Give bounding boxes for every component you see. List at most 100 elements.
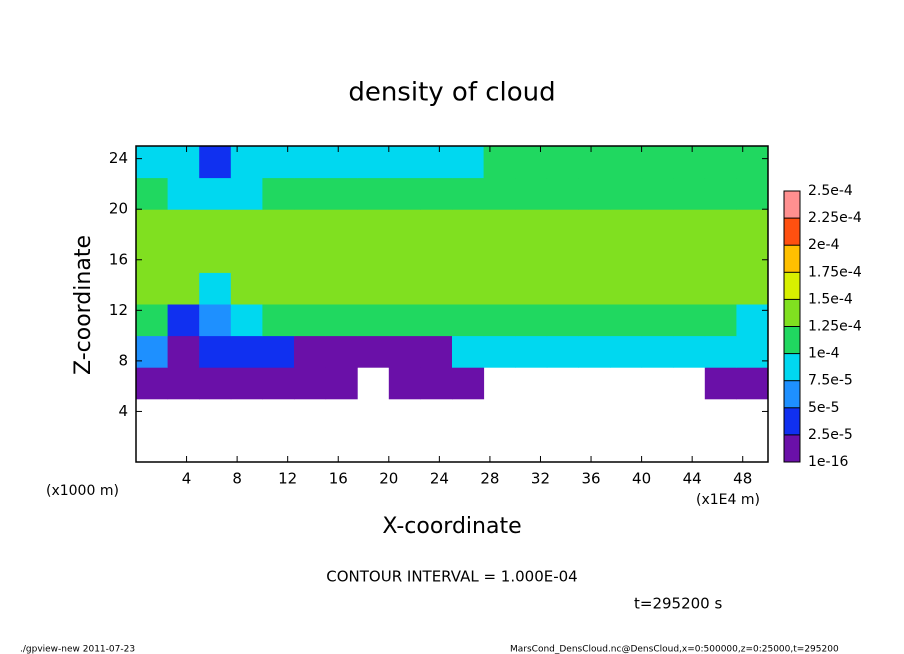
cell <box>610 209 643 242</box>
cell <box>325 177 358 210</box>
contour-note: CONTOUR INTERVAL = 1.000E-04 <box>326 568 577 586</box>
cell <box>325 367 358 400</box>
cell <box>515 146 548 179</box>
x-tick-label: 12 <box>278 470 297 488</box>
cell <box>230 304 263 337</box>
cell <box>578 304 611 337</box>
colorbar-label: 1e-4 <box>808 346 840 362</box>
x-tick-label: 28 <box>480 470 499 488</box>
cell <box>230 335 263 368</box>
x-tick-label: 32 <box>531 470 550 488</box>
colorbar-band <box>784 434 800 462</box>
cell <box>483 146 516 179</box>
cell <box>199 335 232 368</box>
colorbar-band <box>784 272 800 300</box>
footer-right: MarsCond_DensCloud.nc@DensCloud,x=0:5000… <box>510 645 839 654</box>
cell <box>136 240 169 273</box>
y-tick-label: 12 <box>109 301 128 319</box>
cell <box>199 304 232 337</box>
cell <box>452 177 485 210</box>
cell <box>262 367 295 400</box>
cell <box>515 304 548 337</box>
cell <box>610 240 643 273</box>
cell <box>199 209 232 242</box>
cell <box>325 146 358 179</box>
cell <box>357 272 390 305</box>
colorbar-label: 1.5e-4 <box>808 291 853 307</box>
cell <box>294 177 327 210</box>
cell <box>546 335 579 368</box>
cell <box>199 240 232 273</box>
x-tick-label: 48 <box>733 470 752 488</box>
cell <box>515 209 548 242</box>
cell <box>388 304 421 337</box>
x-tick-label: 36 <box>581 470 600 488</box>
x-tick-label: 8 <box>232 470 242 488</box>
y-tick-label: 4 <box>118 402 128 420</box>
cell <box>578 146 611 179</box>
cell <box>199 146 232 179</box>
cell <box>262 304 295 337</box>
cell <box>294 209 327 242</box>
colorbar-band <box>784 245 800 273</box>
cell <box>388 272 421 305</box>
cell <box>452 146 485 179</box>
cell <box>357 240 390 273</box>
y-tick-label: 20 <box>109 200 128 218</box>
cell <box>610 335 643 368</box>
cell <box>420 335 453 368</box>
cell <box>136 209 169 242</box>
cell <box>325 240 358 273</box>
colorbar-label: 2e-4 <box>808 237 840 253</box>
y-unit: (x1000 m) <box>46 483 119 499</box>
cell <box>262 146 295 179</box>
cell <box>736 240 769 273</box>
cell <box>357 209 390 242</box>
y-axis-label: Z-coordinate <box>71 235 96 375</box>
cell <box>704 304 737 337</box>
cell <box>704 240 737 273</box>
cell <box>483 272 516 305</box>
cell <box>452 240 485 273</box>
cell <box>230 209 263 242</box>
cell <box>230 367 263 400</box>
colorbar-band <box>784 326 800 354</box>
cell <box>167 272 200 305</box>
cell <box>420 367 453 400</box>
cell <box>736 209 769 242</box>
cell <box>325 335 358 368</box>
footer-left: ./gpview-new 2011-07-23 <box>20 645 135 654</box>
x-unit: (x1E4 m) <box>696 492 760 508</box>
cell <box>610 304 643 337</box>
cell <box>736 367 769 400</box>
x-tick-label: 4 <box>182 470 192 488</box>
cell <box>610 272 643 305</box>
cell <box>578 209 611 242</box>
cell <box>641 272 674 305</box>
plot-frame <box>135 145 769 463</box>
cell <box>199 177 232 210</box>
cell <box>641 240 674 273</box>
cell <box>230 272 263 305</box>
cell <box>420 240 453 273</box>
cell <box>736 146 769 179</box>
cell <box>388 177 421 210</box>
cell <box>704 272 737 305</box>
cell <box>167 209 200 242</box>
cell <box>578 272 611 305</box>
cell <box>325 209 358 242</box>
cell <box>673 272 706 305</box>
cell <box>546 146 579 179</box>
cell <box>515 240 548 273</box>
cell <box>136 272 169 305</box>
cell <box>294 304 327 337</box>
colorbar-band <box>784 191 800 219</box>
cell <box>610 177 643 210</box>
colorbar-label: 7.5e-5 <box>808 373 853 389</box>
cell <box>483 335 516 368</box>
cell <box>483 209 516 242</box>
cell <box>325 272 358 305</box>
cell <box>388 335 421 368</box>
colorbar-label: 2.5e-5 <box>808 427 853 443</box>
